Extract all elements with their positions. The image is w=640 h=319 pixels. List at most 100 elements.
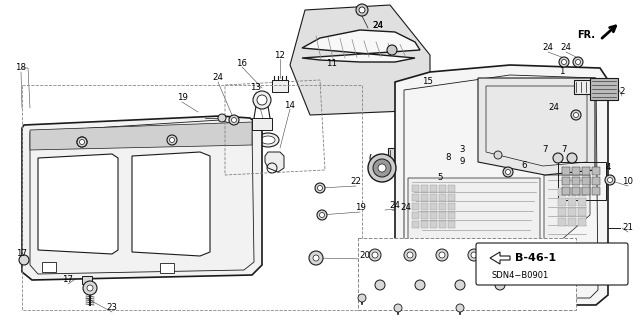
Ellipse shape bbox=[528, 115, 542, 125]
Bar bbox=[412, 185, 419, 192]
Bar bbox=[582, 187, 590, 195]
Text: 24: 24 bbox=[390, 201, 401, 210]
Ellipse shape bbox=[524, 111, 546, 129]
Text: 24: 24 bbox=[372, 21, 383, 31]
Circle shape bbox=[167, 135, 177, 145]
Circle shape bbox=[500, 249, 512, 261]
Bar bbox=[448, 194, 455, 201]
Bar bbox=[22, 85, 362, 310]
Bar bbox=[558, 188, 566, 196]
Text: 16: 16 bbox=[237, 58, 248, 68]
Circle shape bbox=[553, 153, 563, 163]
Circle shape bbox=[571, 110, 581, 120]
Circle shape bbox=[83, 281, 97, 295]
Circle shape bbox=[439, 252, 445, 258]
Bar bbox=[578, 218, 586, 226]
Polygon shape bbox=[265, 152, 284, 172]
Circle shape bbox=[468, 249, 480, 261]
Bar bbox=[412, 194, 419, 201]
Text: 24: 24 bbox=[543, 43, 554, 53]
Bar bbox=[421, 212, 428, 219]
Circle shape bbox=[359, 7, 365, 13]
Bar bbox=[558, 162, 606, 200]
Circle shape bbox=[77, 137, 87, 147]
Bar bbox=[568, 208, 576, 216]
Circle shape bbox=[218, 114, 226, 122]
Circle shape bbox=[317, 210, 327, 220]
Circle shape bbox=[373, 159, 391, 177]
Circle shape bbox=[170, 137, 175, 143]
Bar bbox=[448, 212, 455, 219]
Bar bbox=[558, 208, 566, 216]
Circle shape bbox=[232, 117, 237, 122]
Bar bbox=[439, 203, 446, 210]
Bar bbox=[358, 238, 576, 310]
Polygon shape bbox=[290, 5, 430, 115]
Polygon shape bbox=[22, 116, 262, 280]
Circle shape bbox=[567, 153, 577, 163]
Circle shape bbox=[575, 60, 580, 64]
Circle shape bbox=[253, 91, 271, 109]
Bar bbox=[590, 78, 618, 100]
Text: 7: 7 bbox=[561, 145, 567, 154]
Bar bbox=[562, 177, 570, 185]
Circle shape bbox=[559, 57, 569, 67]
Circle shape bbox=[229, 115, 239, 125]
Circle shape bbox=[387, 45, 397, 55]
Circle shape bbox=[79, 139, 84, 145]
Bar bbox=[252, 118, 272, 130]
Text: 14: 14 bbox=[285, 100, 296, 109]
Bar bbox=[592, 187, 600, 195]
Text: 5: 5 bbox=[437, 174, 443, 182]
Text: 24: 24 bbox=[372, 21, 383, 31]
Bar bbox=[421, 194, 428, 201]
Bar bbox=[412, 221, 419, 228]
Bar bbox=[402, 148, 412, 156]
Bar bbox=[582, 167, 590, 175]
Bar bbox=[572, 167, 580, 175]
Circle shape bbox=[375, 280, 385, 290]
Bar bbox=[388, 148, 402, 160]
Bar bbox=[592, 167, 600, 175]
Text: 20: 20 bbox=[360, 250, 371, 259]
Bar bbox=[578, 188, 586, 196]
Circle shape bbox=[319, 212, 324, 218]
Circle shape bbox=[495, 280, 505, 290]
Circle shape bbox=[309, 251, 323, 265]
Text: 10: 10 bbox=[623, 177, 634, 187]
Ellipse shape bbox=[261, 136, 275, 144]
Polygon shape bbox=[478, 78, 595, 175]
Bar bbox=[430, 212, 437, 219]
Circle shape bbox=[415, 280, 425, 290]
Bar bbox=[272, 80, 288, 92]
Bar bbox=[412, 212, 419, 219]
Bar bbox=[558, 198, 566, 206]
Circle shape bbox=[87, 285, 93, 291]
Bar bbox=[592, 177, 600, 185]
Polygon shape bbox=[38, 154, 118, 254]
Text: 1: 1 bbox=[559, 68, 564, 77]
Bar bbox=[568, 218, 576, 226]
Bar bbox=[430, 185, 437, 192]
Text: 4: 4 bbox=[605, 164, 611, 173]
Bar bbox=[430, 221, 437, 228]
Bar bbox=[160, 263, 174, 273]
Circle shape bbox=[19, 255, 29, 265]
Circle shape bbox=[315, 183, 325, 193]
Bar bbox=[568, 188, 576, 196]
Circle shape bbox=[257, 95, 267, 105]
Circle shape bbox=[313, 255, 319, 261]
Bar bbox=[421, 203, 428, 210]
Circle shape bbox=[368, 154, 396, 182]
Circle shape bbox=[455, 280, 465, 290]
Text: B-46-1: B-46-1 bbox=[515, 253, 556, 263]
Circle shape bbox=[605, 175, 615, 185]
Bar bbox=[572, 187, 580, 195]
Text: 17: 17 bbox=[63, 276, 74, 285]
Circle shape bbox=[394, 304, 402, 312]
Circle shape bbox=[356, 4, 368, 16]
Bar bbox=[448, 185, 455, 192]
Text: 11: 11 bbox=[326, 58, 337, 68]
Text: 24: 24 bbox=[561, 43, 572, 53]
Bar bbox=[439, 221, 446, 228]
